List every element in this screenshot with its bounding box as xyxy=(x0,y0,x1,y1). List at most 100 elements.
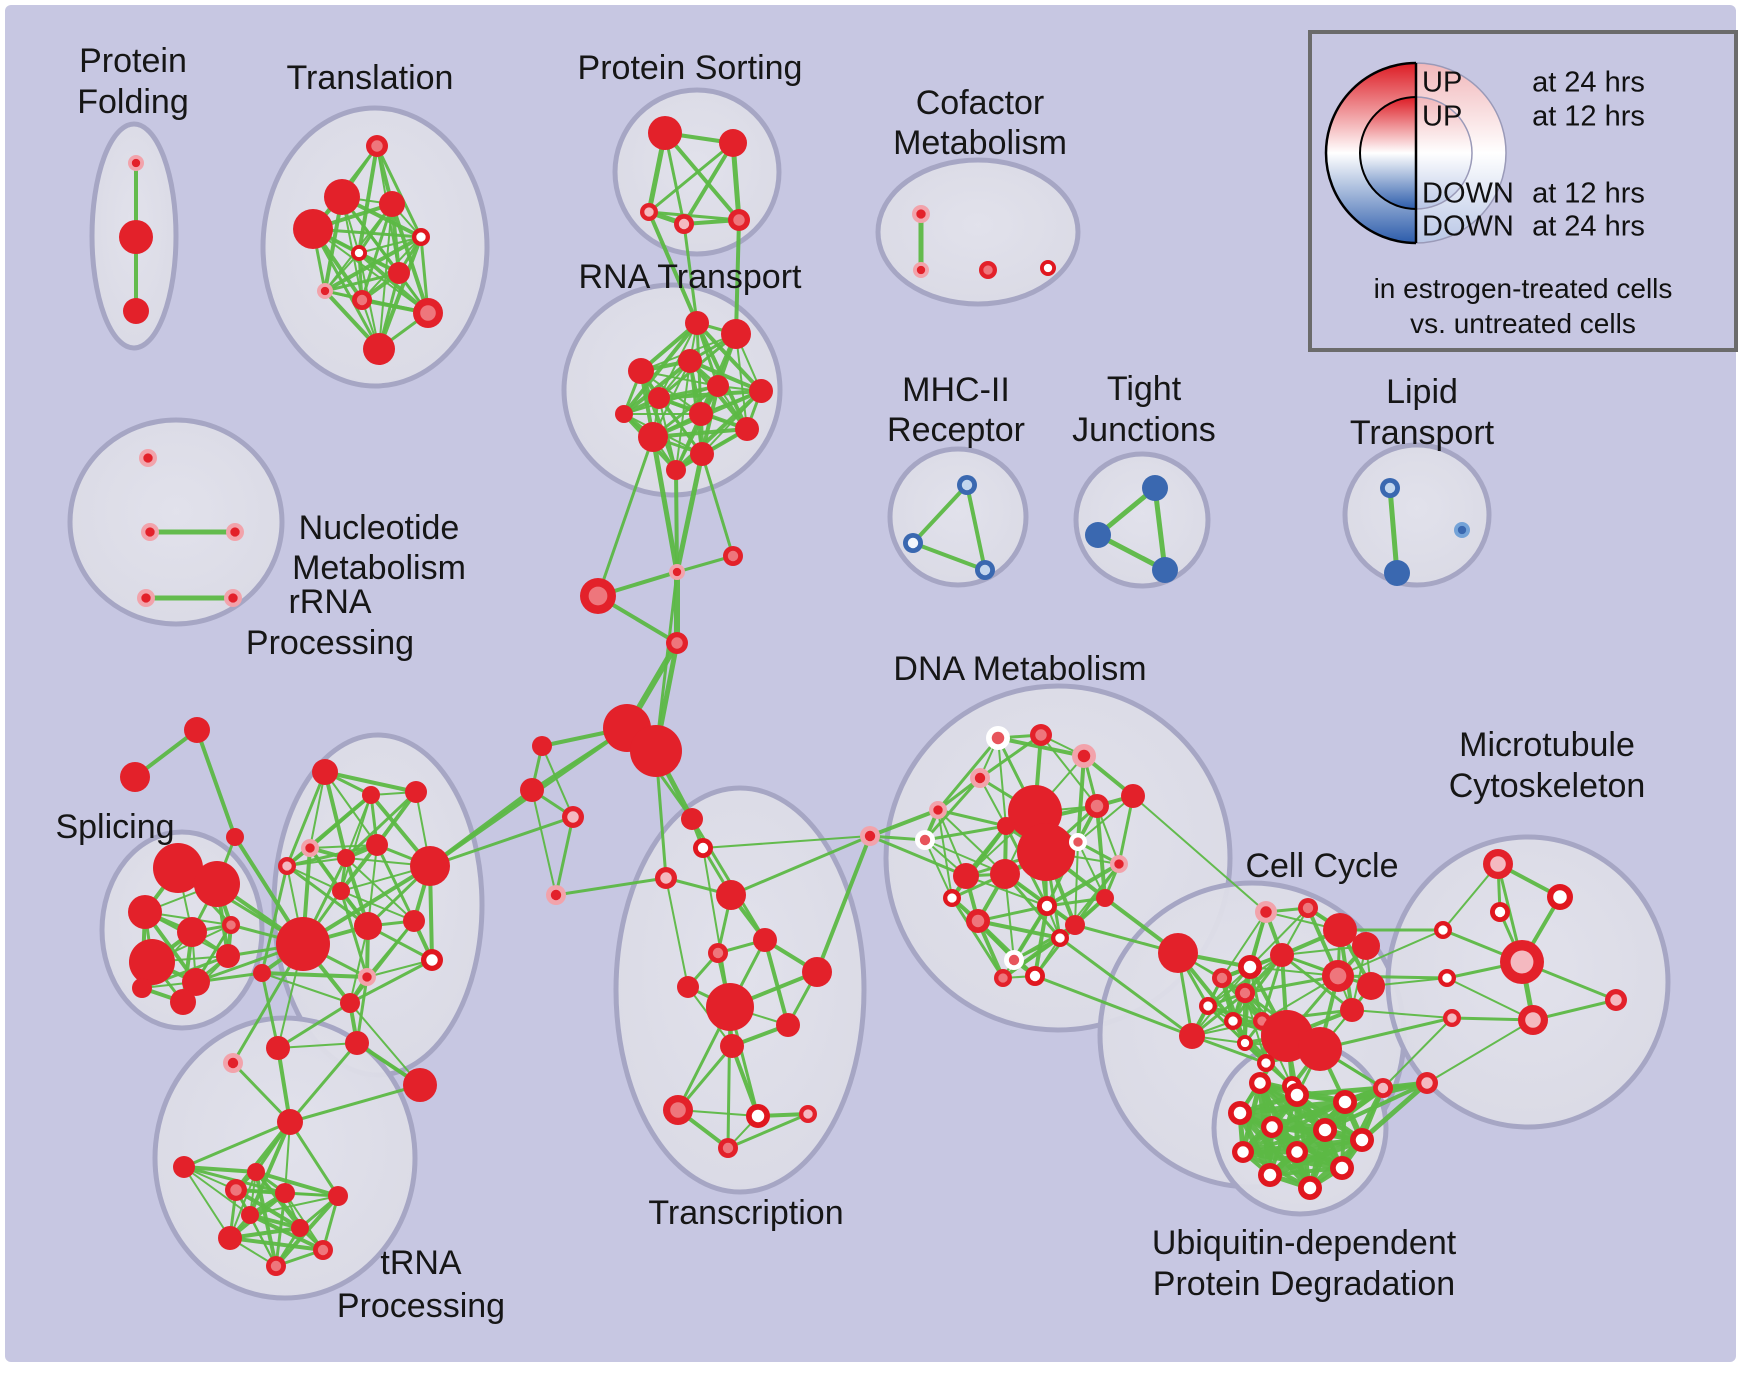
network-node xyxy=(1065,915,1085,935)
legend-time-label: at 24 hrs xyxy=(1532,66,1645,99)
network-node-core xyxy=(712,947,724,959)
network-node-core xyxy=(916,265,926,275)
legend-box: UP at 24 hrs UP at 12 hrs DOWN at 12 hrs… xyxy=(1308,30,1738,352)
network-node-core xyxy=(416,232,426,242)
network-edge xyxy=(1045,862,1121,908)
network-node xyxy=(293,209,333,249)
network-node xyxy=(648,387,670,409)
legend-direction-label: DOWN xyxy=(1422,177,1514,210)
network-edge xyxy=(349,1002,421,1086)
network-edge xyxy=(1221,911,1267,979)
network-edge xyxy=(309,844,378,849)
network-node xyxy=(218,1226,242,1250)
cluster-label-nucleotide-metabolism: Metabolism xyxy=(292,549,466,587)
network-node xyxy=(802,957,832,987)
network-node-core xyxy=(1077,749,1091,763)
network-node-core xyxy=(1090,799,1104,813)
cluster-label-mhc-ii-receptor: MHC-II xyxy=(902,371,1010,409)
network-node-core xyxy=(933,805,943,815)
network-edge xyxy=(357,144,379,255)
nodes-layer xyxy=(119,116,1627,1276)
network-node-core xyxy=(1216,972,1228,984)
network-node-core xyxy=(1233,1106,1247,1120)
network-node xyxy=(753,928,777,952)
network-edge xyxy=(936,736,1000,812)
network-edge xyxy=(665,877,689,988)
network-edge xyxy=(323,271,401,293)
network-node xyxy=(1384,560,1410,586)
network-edge xyxy=(647,141,735,214)
network-edge xyxy=(937,809,1006,875)
network-edge xyxy=(260,971,280,1050)
network-node-core xyxy=(227,1057,239,1069)
network-edge xyxy=(1033,923,1077,978)
network-node xyxy=(226,828,244,846)
network-node xyxy=(277,1109,303,1135)
cluster-label-mhc-ii-receptor: Receptor xyxy=(887,411,1025,449)
network-edge xyxy=(596,435,655,598)
network-edge xyxy=(658,322,698,399)
network-node xyxy=(1323,913,1357,947)
network-edge xyxy=(700,452,735,558)
network-edge xyxy=(868,808,940,838)
cluster-label-protein-sorting: Protein Sorting xyxy=(578,49,803,87)
network-node-core xyxy=(971,914,985,928)
network-edge xyxy=(1040,734,1098,807)
network-node-core xyxy=(1243,960,1257,974)
cluster-label-microtubule-cytoskeleton: Microtubule xyxy=(1459,726,1635,764)
network-node xyxy=(615,405,633,423)
network-edge xyxy=(260,864,289,975)
network-node-core xyxy=(230,527,240,537)
network-edge xyxy=(682,222,699,325)
network-node-core xyxy=(1510,950,1534,974)
network-node xyxy=(1121,784,1145,808)
cluster-label-transcription: Transcription xyxy=(648,1194,843,1232)
network-node xyxy=(403,1068,437,1102)
network-edge xyxy=(554,876,668,897)
network-edge xyxy=(1058,936,1194,1038)
network-node-core xyxy=(131,158,141,168)
network-edge xyxy=(654,570,679,753)
network-node xyxy=(275,1183,295,1203)
network-node xyxy=(379,191,405,217)
cluster-label-ubiquitin-degradation: Protein Degradation xyxy=(1153,1265,1455,1303)
network-node-core xyxy=(1377,1082,1389,1094)
network-edge xyxy=(911,541,987,572)
cluster-label-tight-junctions: Tight xyxy=(1107,370,1182,408)
network-node-core xyxy=(722,1142,734,1154)
cluster-ellipse-nucleotide-metabolism xyxy=(67,417,285,627)
network-node xyxy=(345,1031,369,1055)
network-edge xyxy=(1382,1017,1453,1089)
cluster-label-protein-folding: Protein xyxy=(79,42,187,80)
network-node-core xyxy=(1384,482,1396,494)
network-edge xyxy=(763,938,790,1027)
network-node xyxy=(247,1163,265,1181)
network-node xyxy=(194,861,240,907)
network-node-core xyxy=(1302,902,1314,914)
network-edge xyxy=(288,1120,340,1198)
cluster-label-cofactor-metabolism: Metabolism xyxy=(893,124,1067,162)
network-node xyxy=(749,379,773,403)
network-node-core xyxy=(230,1184,242,1196)
network-node-core xyxy=(588,586,608,606)
network-node xyxy=(677,976,699,998)
network-edge xyxy=(1033,974,1194,1038)
network-node xyxy=(1158,933,1198,973)
cluster-label-rrna-processing: Processing xyxy=(246,624,414,662)
network-node xyxy=(177,917,207,947)
network-edge xyxy=(682,141,735,226)
network-edge xyxy=(311,227,381,351)
legend-note-line1: in estrogen-treated cells xyxy=(1373,273,1673,304)
network-node-core xyxy=(678,218,690,230)
network-node xyxy=(719,129,747,157)
network-node xyxy=(689,402,713,426)
network-edge xyxy=(288,1083,422,1124)
network-node-core xyxy=(550,889,562,901)
network-node xyxy=(1179,1023,1205,1049)
network-node-core xyxy=(1254,1077,1266,1089)
network-node xyxy=(681,808,703,830)
network-edge xyxy=(324,252,360,292)
network-node-core xyxy=(1421,1077,1433,1089)
network-edge xyxy=(288,1041,359,1124)
